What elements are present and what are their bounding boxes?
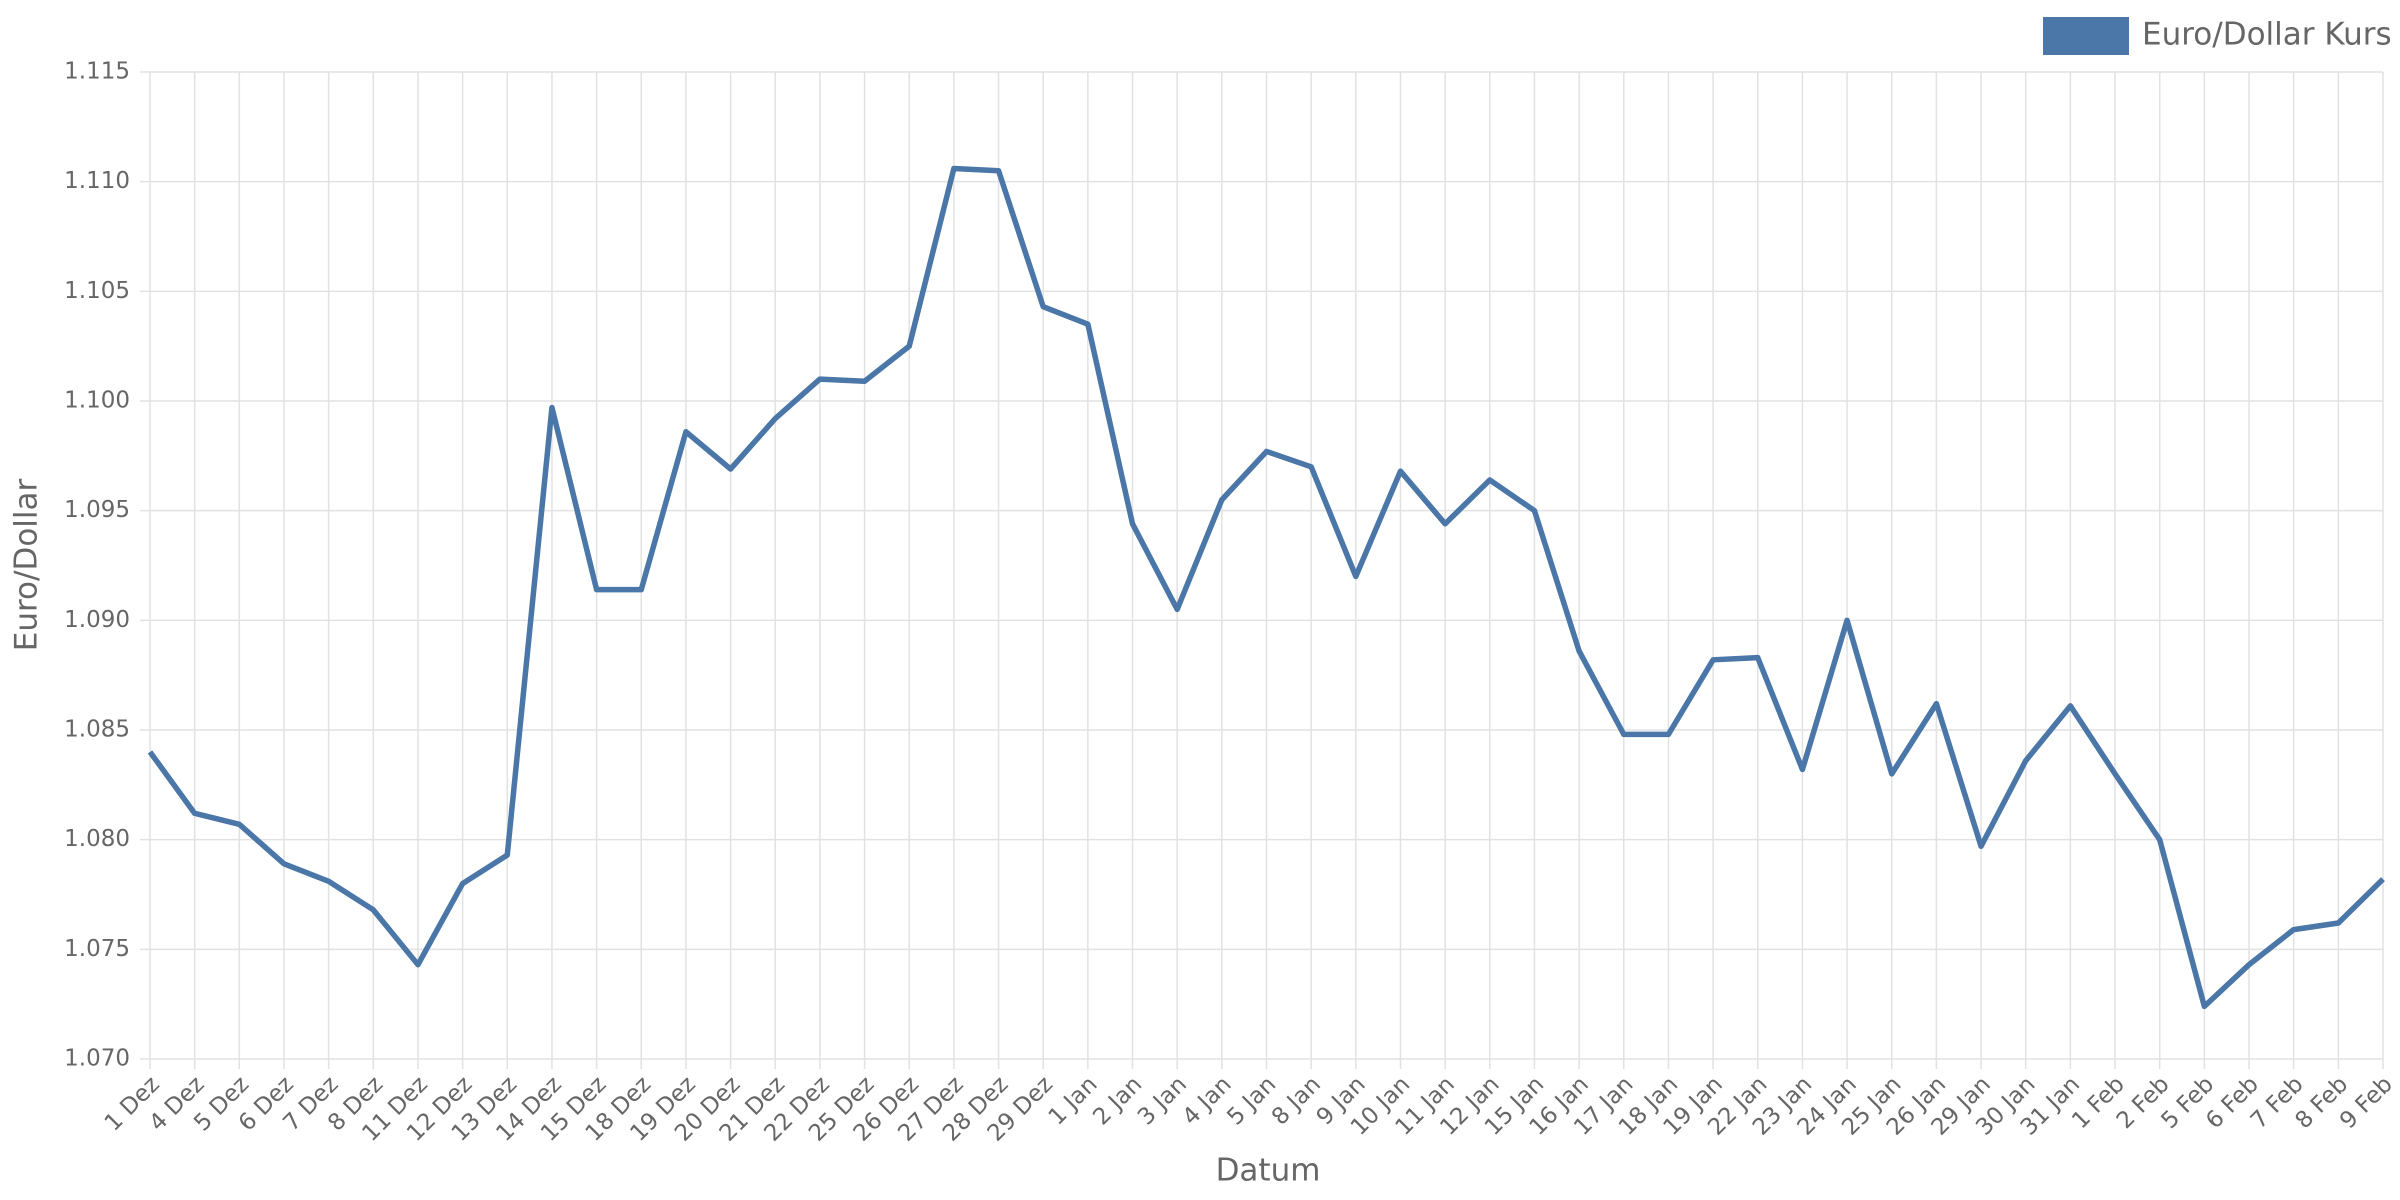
x-tick-label: 1 Jan <box>1044 1071 1103 1130</box>
legend-swatch <box>2043 17 2129 55</box>
x-tick-label: 5 Jan <box>1222 1071 1281 1130</box>
x-tick-label: 4 Jan <box>1178 1071 1237 1130</box>
y-tick-label: 1.105 <box>64 278 130 304</box>
x-tick-label: 2 Jan <box>1088 1071 1147 1130</box>
x-tick-label: 8 Jan <box>1267 1071 1326 1130</box>
y-axis-title: Euro/Dollar <box>9 478 45 651</box>
y-tick-label: 1.100 <box>64 388 130 414</box>
y-tick-label: 1.095 <box>64 497 130 523</box>
y-tick-label: 1.115 <box>64 59 130 85</box>
y-tick-label: 1.075 <box>64 936 130 962</box>
y-tick-label: 1.080 <box>64 826 130 852</box>
data-line <box>147 165 2385 1010</box>
y-tick-label: 1.085 <box>64 717 130 743</box>
legend-label: Euro/Dollar Kurs <box>2142 17 2392 53</box>
x-tick-label: 3 Jan <box>1133 1071 1192 1130</box>
y-tick-label: 1.090 <box>64 607 130 633</box>
y-tick-label: 1.110 <box>64 168 130 194</box>
x-tick-label: 9 Feb <box>2335 1071 2398 1134</box>
y-tick-label: 1.070 <box>64 1046 130 1072</box>
x-axis-title: Datum <box>1216 1153 1321 1189</box>
